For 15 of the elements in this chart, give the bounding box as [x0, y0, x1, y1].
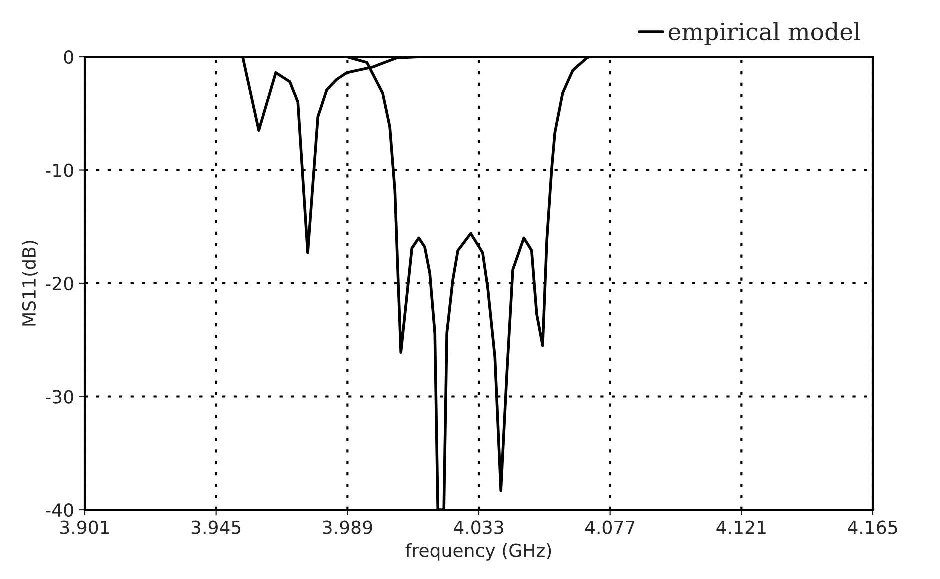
x-tick-label: 4.033	[454, 520, 504, 534]
x-tick-label: 4.077	[585, 520, 635, 534]
y-tick-label: -40	[46, 503, 74, 518]
y-tick-label: -30	[46, 390, 74, 404]
y-tick-label: 0	[64, 50, 74, 64]
x-tick-label: 4.165	[848, 520, 898, 534]
y-axis-title: MS11(dB)	[22, 241, 38, 326]
legend-label: empirical model	[668, 22, 860, 46]
x-tick-label: 4.121	[716, 520, 766, 534]
x-tick-label: 3.989	[323, 520, 372, 534]
x-tick-label: 3.901	[60, 520, 110, 534]
x-axis-title: frequency (GHz)	[406, 543, 552, 561]
y-tick-label: -10	[46, 164, 74, 178]
x-tick-label: 3.945	[192, 520, 241, 534]
y-tick-label: -20	[46, 276, 74, 291]
